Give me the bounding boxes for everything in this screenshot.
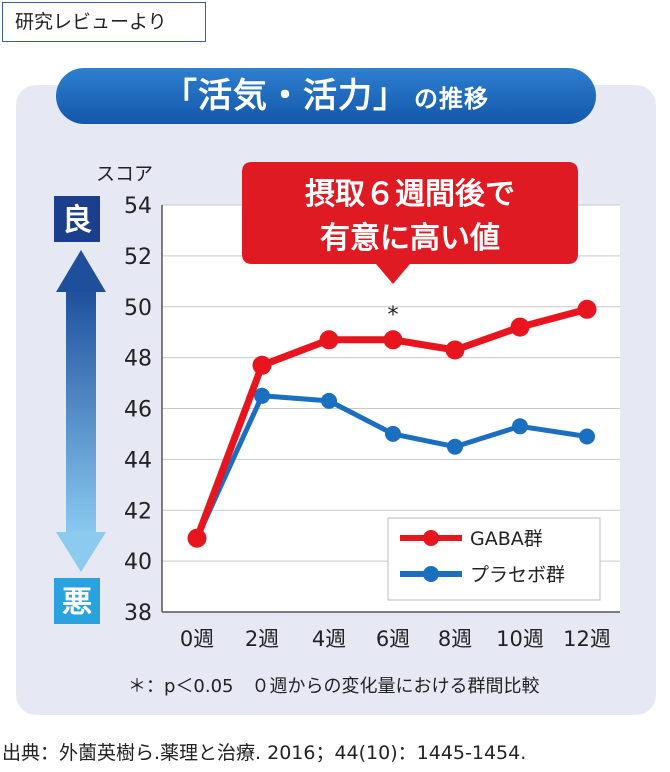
data-point-gaba	[445, 340, 465, 360]
y-tick-label: 42	[124, 499, 152, 524]
legend-label-placebo: プラセボ群	[470, 564, 565, 586]
data-point-gaba	[383, 330, 403, 350]
arrow-head-down	[56, 532, 106, 572]
x-tick-label: 8週	[438, 627, 472, 651]
callout-line1: 摂取６週間後で	[305, 177, 515, 212]
x-tick-label: 0週	[180, 627, 214, 651]
legend-box	[387, 517, 601, 601]
data-point-gaba	[510, 317, 530, 337]
legend-label-gaba: GABA群	[470, 528, 543, 550]
source-tag: 研究レビューより	[2, 2, 206, 42]
y-tick-label: 38	[124, 601, 152, 626]
data-point-placebo	[385, 425, 401, 442]
y-axis-label: スコア	[96, 163, 153, 185]
x-tick-label: 12週	[563, 627, 611, 651]
data-point-gaba	[252, 355, 272, 375]
y-tick-label: 50	[124, 296, 152, 321]
data-point-placebo	[447, 438, 463, 455]
data-point-placebo	[579, 428, 595, 445]
data-point-placebo	[254, 387, 270, 404]
source-citation: 出典：外薗英樹ら.薬理と治療. 2016；44(10)：1445-1454.	[2, 742, 527, 764]
y-tick-label: 52	[124, 245, 152, 270]
data-point-gaba	[319, 330, 339, 350]
y-tick-label: 54	[124, 194, 152, 219]
bad-box	[54, 578, 100, 624]
x-tick-label: 2週	[245, 627, 279, 651]
legend: GABA群 プラセボ群	[387, 517, 601, 601]
significance-marker: *	[388, 303, 399, 328]
x-tick-label: 4週	[312, 627, 346, 651]
x-tick-label: 6週	[376, 627, 410, 651]
good-box	[54, 196, 100, 242]
y-tick-label: 48	[124, 347, 152, 372]
callout-line2: 有意に高い値	[320, 221, 500, 256]
good-bad-arrow	[56, 250, 106, 572]
data-point-placebo	[321, 392, 337, 409]
arrow-shaft	[66, 288, 96, 536]
y-tick-label: 46	[124, 398, 152, 423]
chart-title-suffix: の推移	[414, 85, 489, 113]
chart-title: 「活気・活力」	[163, 76, 408, 116]
y-tick-label: 44	[124, 448, 152, 473]
good-label: 良	[62, 203, 92, 238]
legend-marker-gaba	[423, 530, 439, 546]
data-point-gaba	[187, 528, 207, 548]
bad-label: 悪	[62, 585, 92, 620]
y-tick-label: 40	[124, 550, 152, 575]
chart-banner: 「活気・活力」 の推移	[56, 68, 596, 124]
legend-marker-placebo	[423, 566, 439, 582]
data-point-gaba	[577, 299, 597, 319]
data-point-placebo	[512, 418, 528, 435]
significance-callout: 摂取６週間後で 有意に高い値	[242, 162, 578, 284]
callout-bubble	[242, 162, 578, 284]
footnote: ＊：p＜0.05 ０週からの変化量における群間比較	[128, 676, 540, 697]
x-tick-label: 10週	[496, 627, 544, 651]
arrow-head-up	[56, 250, 106, 292]
